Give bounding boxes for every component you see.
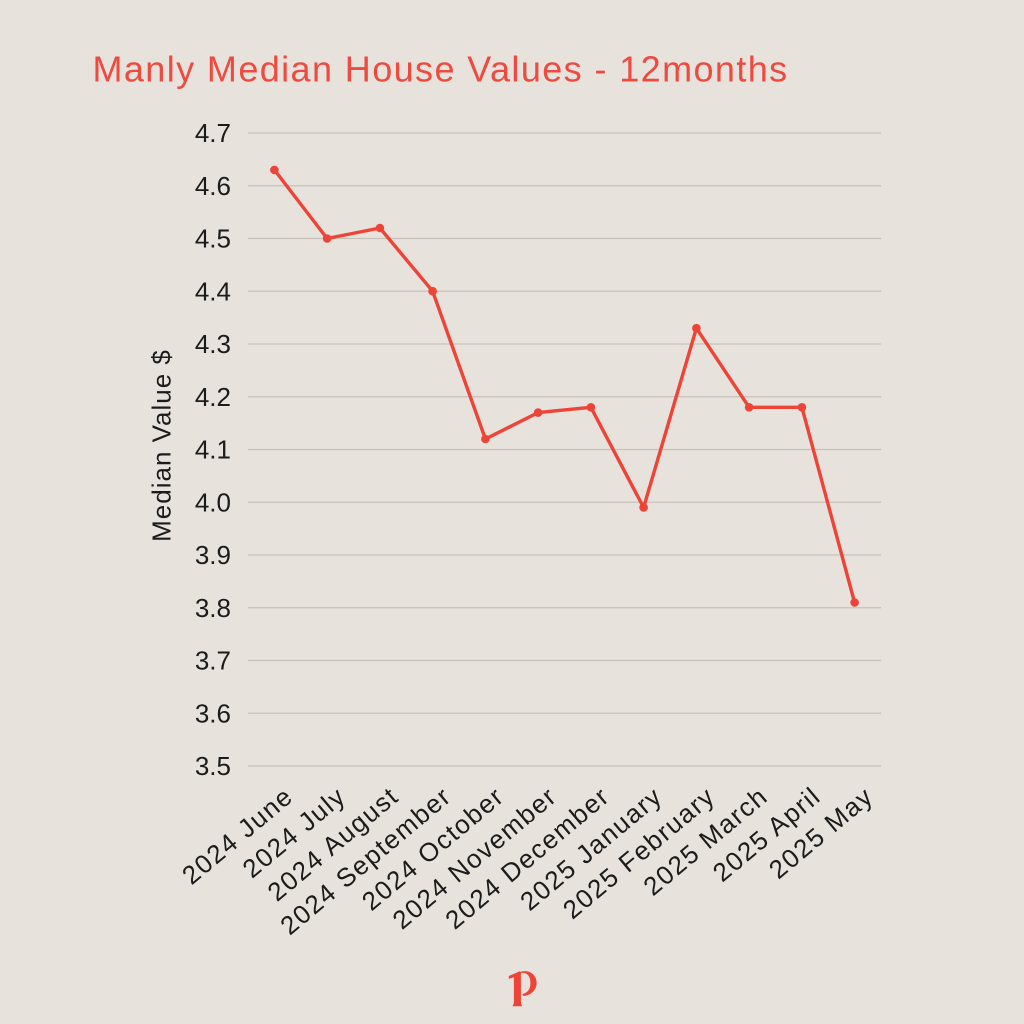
svg-text:Median Value $: Median Value $ bbox=[147, 349, 177, 542]
svg-text:3.8: 3.8 bbox=[195, 593, 231, 623]
svg-text:3.6: 3.6 bbox=[195, 698, 231, 728]
svg-text:4.4: 4.4 bbox=[195, 276, 231, 306]
svg-text:4.2: 4.2 bbox=[195, 382, 231, 412]
svg-text:4.3: 4.3 bbox=[195, 329, 231, 359]
svg-text:3.9: 3.9 bbox=[195, 540, 231, 570]
svg-text:3.5: 3.5 bbox=[195, 751, 231, 781]
svg-text:4.0: 4.0 bbox=[195, 487, 231, 517]
svg-text:4.7: 4.7 bbox=[195, 118, 231, 148]
svg-text:4.1: 4.1 bbox=[195, 435, 231, 465]
svg-text:4.6: 4.6 bbox=[195, 171, 231, 201]
svg-text:3.7: 3.7 bbox=[195, 646, 231, 676]
svg-text:Manly Median House Values - 12: Manly Median House Values - 12months bbox=[93, 49, 789, 90]
svg-text:4.5: 4.5 bbox=[195, 224, 231, 254]
